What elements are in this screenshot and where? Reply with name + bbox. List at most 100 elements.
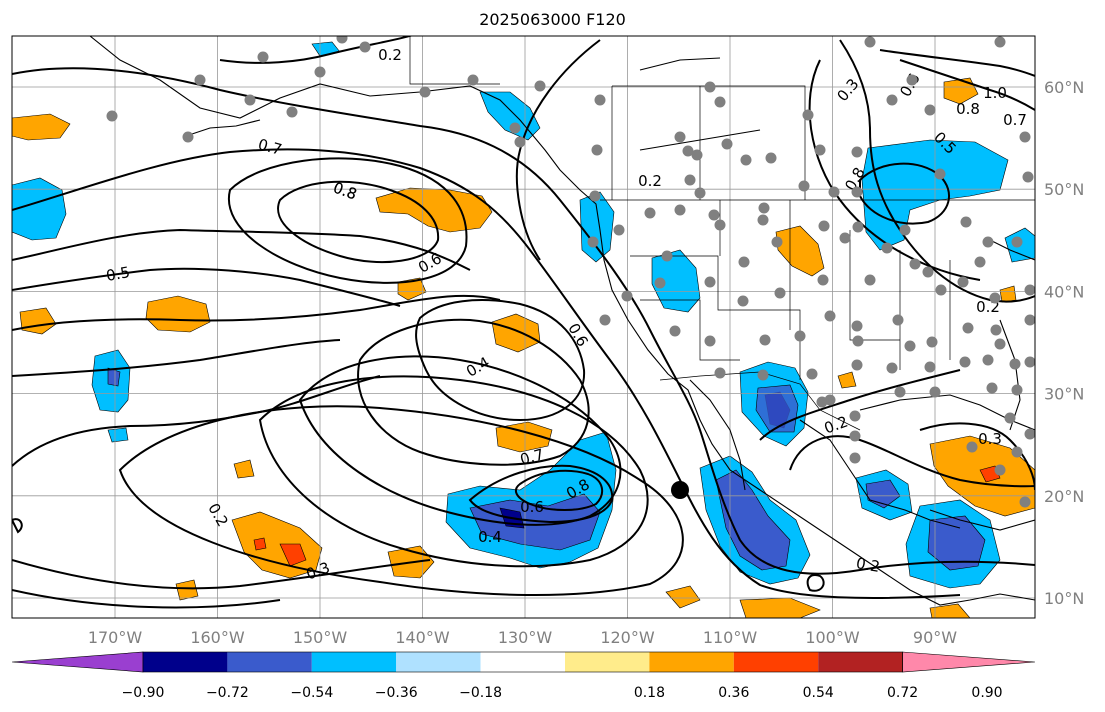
map-title: 2025063000 F120 — [479, 10, 626, 29]
colorbar-extend-low — [11, 651, 144, 673]
observation-point — [886, 362, 898, 374]
observation-point — [669, 325, 681, 337]
longitude-tick-label: 130°W — [498, 628, 553, 647]
observation-point — [852, 221, 864, 233]
latitude-tick-label: 10°N — [1044, 589, 1084, 608]
observation-point — [922, 266, 934, 278]
observation-point — [509, 122, 521, 134]
colorbar-segment — [396, 652, 481, 672]
anomaly-blob — [495, 421, 553, 453]
observation-point — [621, 290, 633, 302]
observation-point — [467, 74, 479, 86]
anomaly-blob — [175, 579, 199, 601]
observation-point — [851, 320, 863, 332]
anomaly-blob — [12, 177, 67, 241]
contour-label: 0.2 — [378, 46, 402, 64]
anomaly-blob — [107, 427, 129, 443]
observation-point — [864, 36, 876, 48]
contour-label: 0.2 — [638, 172, 662, 190]
observation-point — [824, 310, 836, 322]
observation-point — [849, 430, 861, 442]
observation-point — [886, 94, 898, 106]
colorbar-segment — [227, 652, 312, 672]
observation-point — [1024, 356, 1035, 368]
colorbar-segment — [649, 652, 734, 672]
colorbar-tick-label: 0.54 — [803, 685, 834, 701]
observation-point — [818, 220, 830, 232]
latitude-tick-label: 40°N — [1044, 282, 1084, 301]
observation-point — [758, 202, 770, 214]
contour-label: 1.0 — [983, 84, 1007, 102]
colorbar-tick-labels: −0.90 −0.72 −0.54 −0.36 −0.18 0.18 0.36 0.54 0.7… — [122, 685, 1003, 701]
observation-point — [892, 314, 904, 326]
observation-point — [704, 335, 716, 347]
observation-point — [757, 369, 769, 381]
anomaly-blob — [775, 225, 825, 277]
observation-point — [691, 149, 703, 161]
observation-point — [757, 214, 769, 226]
anomaly-blob — [233, 459, 255, 479]
observation-point — [514, 136, 526, 148]
observation-point — [852, 335, 864, 347]
colorbar-tick-label: 0.18 — [634, 685, 665, 701]
observation-point — [924, 361, 936, 373]
observation-point — [765, 152, 777, 164]
observation-point — [336, 36, 348, 44]
observation-point — [759, 334, 771, 346]
anomaly-blob — [755, 384, 799, 433]
observation-point — [960, 216, 972, 228]
observation-point — [794, 330, 806, 342]
observation-point — [957, 276, 969, 288]
colorbar-segment — [565, 652, 650, 672]
observation-point — [994, 338, 1006, 350]
colorbar-tick-label: 0.72 — [887, 685, 918, 701]
observation-point — [714, 367, 726, 379]
contour-label: 0.3 — [978, 430, 1002, 448]
anomaly-blob — [837, 371, 857, 389]
observation-point — [1022, 171, 1034, 183]
observation-point — [704, 81, 716, 93]
colorbar-tick-label: 0.36 — [718, 685, 749, 701]
observation-point — [359, 41, 371, 53]
observation-point — [989, 292, 1001, 304]
observation-point — [904, 340, 916, 352]
observation-point — [714, 96, 726, 108]
observation-point — [106, 110, 118, 122]
longitude-tick-label: 120°W — [600, 628, 655, 647]
colorbar-segment — [311, 652, 397, 672]
coastlines — [89, 36, 1035, 606]
latitude-tick-label: 30°N — [1044, 385, 1084, 404]
observation-point — [244, 94, 256, 106]
contour-label: 0.8 — [956, 100, 980, 118]
observation-point — [924, 104, 936, 116]
colorbar-segment — [818, 652, 903, 672]
observation-point — [599, 314, 611, 326]
observation-point — [1024, 314, 1035, 326]
anomaly-shading — [12, 41, 1035, 618]
observation-point — [1011, 384, 1023, 396]
observation-point — [814, 144, 826, 156]
longitude-tick-label: 140°W — [395, 628, 450, 647]
colorbar-tick-label: 0.90 — [971, 685, 1002, 701]
observation-point — [817, 274, 829, 286]
contour-label: 0.7 — [256, 135, 284, 159]
observation-point — [849, 410, 861, 422]
observation-point — [674, 204, 686, 216]
colorbar-segment — [733, 652, 819, 672]
contour-lines — [12, 36, 1035, 609]
anomaly-blob — [279, 543, 307, 567]
observation-point — [613, 224, 625, 236]
observation-point — [644, 207, 656, 219]
observation-point — [1011, 446, 1023, 458]
colorbar — [11, 651, 1036, 673]
observation-point — [974, 256, 986, 268]
observation-point — [257, 51, 269, 63]
latitude-axis: 60°N 50°N 40°N 30°N 20°N 10°N — [1044, 78, 1084, 608]
observation-point — [959, 356, 971, 368]
contour-label: 0.5 — [105, 263, 132, 285]
observation-point — [587, 236, 599, 248]
anomaly-blob — [651, 249, 701, 313]
anomaly-blob — [253, 537, 267, 551]
latitude-tick-label: 50°N — [1044, 180, 1084, 199]
latitude-tick-label: 20°N — [1044, 487, 1084, 506]
